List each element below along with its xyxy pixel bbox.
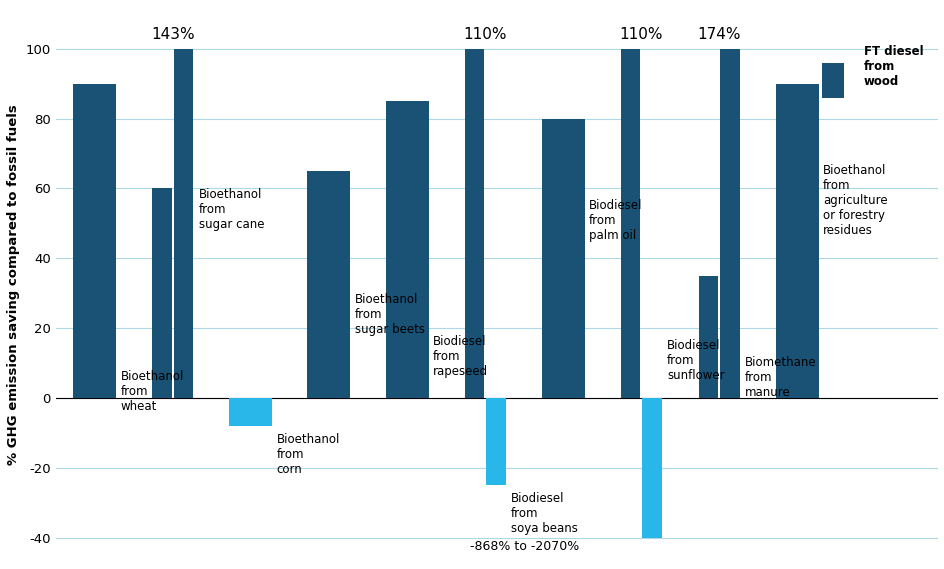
Text: 143%: 143% xyxy=(151,27,194,42)
Text: 110%: 110% xyxy=(619,27,663,42)
Bar xyxy=(719,49,739,398)
Bar xyxy=(699,276,717,398)
Bar xyxy=(464,49,483,398)
Text: Bioethanol
from
wheat: Bioethanol from wheat xyxy=(120,370,184,413)
Text: Biodiesel
from
soya beans: Biodiesel from soya beans xyxy=(511,492,577,535)
Bar xyxy=(73,84,116,398)
Text: Bioethanol
from
sugar cane: Bioethanol from sugar cane xyxy=(198,188,263,232)
Text: FT diesel
from
wood: FT diesel from wood xyxy=(863,45,922,88)
Bar xyxy=(229,398,272,426)
Text: Biodiesel
from
rapeseed: Biodiesel from rapeseed xyxy=(432,335,487,378)
Text: 174%: 174% xyxy=(697,27,740,42)
Bar xyxy=(541,119,584,398)
Y-axis label: % GHG emission saving compared to fossil fuels: % GHG emission saving compared to fossil… xyxy=(7,104,20,465)
Bar xyxy=(775,84,818,398)
Bar xyxy=(307,171,350,398)
Text: 110%: 110% xyxy=(463,27,506,42)
Text: Biodiesel
from
sunflower: Biodiesel from sunflower xyxy=(666,339,724,382)
Bar xyxy=(620,49,640,398)
Text: Biomethane
from
manure: Biomethane from manure xyxy=(745,356,816,399)
Text: Bioethanol
from
corn: Bioethanol from corn xyxy=(277,433,340,476)
Text: Biodiesel
from
palm oil: Biodiesel from palm oil xyxy=(588,199,642,242)
Bar xyxy=(821,63,843,98)
Bar xyxy=(385,101,428,398)
Bar xyxy=(642,398,661,538)
Bar xyxy=(485,398,505,485)
Text: Bioethanol
from
sugar beets: Bioethanol from sugar beets xyxy=(354,293,424,336)
Bar xyxy=(174,49,193,398)
Text: -868% to -2070%: -868% to -2070% xyxy=(469,541,578,553)
Bar xyxy=(152,188,172,398)
Text: Bioethanol
from
agriculture
or forestry
residues: Bioethanol from agriculture or forestry … xyxy=(822,164,887,237)
